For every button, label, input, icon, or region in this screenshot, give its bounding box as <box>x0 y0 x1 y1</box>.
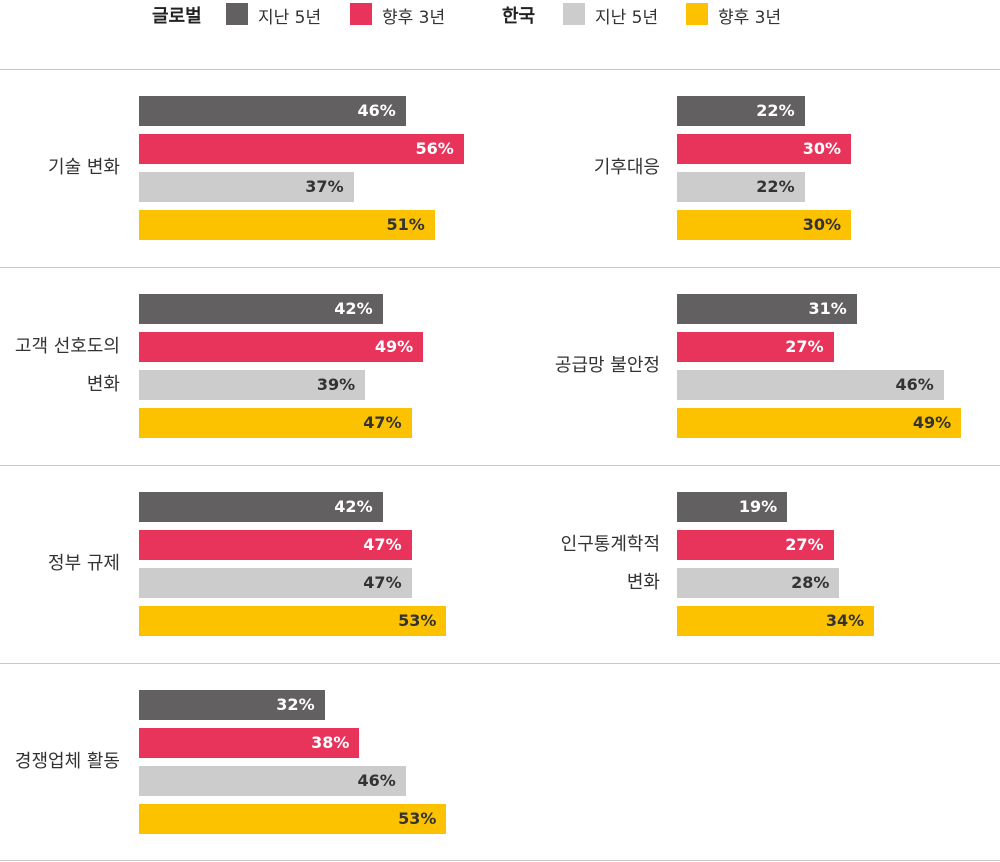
bar-value-label: 46% <box>357 101 396 120</box>
bar-value-label: 47% <box>363 573 402 592</box>
bar-value-label: 39% <box>316 375 356 394</box>
category-label: 기후대응 <box>400 149 660 187</box>
category-label-line: 인구통계학적 <box>560 534 660 555</box>
bar: 30% <box>677 134 851 164</box>
bar: 42% <box>139 294 383 324</box>
bar-value-label: 22% <box>756 177 795 196</box>
divider-line <box>0 267 1000 268</box>
bar-value-label: 27% <box>785 535 824 554</box>
bar-value-label: 31% <box>808 299 847 318</box>
bar: 53% <box>139 804 447 834</box>
bar: 49% <box>139 332 424 362</box>
bar: 46% <box>139 766 406 796</box>
legend-group-title: 글로벌 <box>152 6 202 27</box>
bar-value-label: 47% <box>363 535 402 554</box>
legend-group-title: 한국 <box>502 6 536 27</box>
category-label-line: 변화 <box>86 374 120 395</box>
legend-label: 향후 3년 <box>382 8 446 28</box>
bar: 30% <box>677 210 851 240</box>
bar: 47% <box>139 568 412 598</box>
bar-value-label: 32% <box>276 695 315 714</box>
bar: 28% <box>677 568 840 598</box>
chart-legend: 글로벌 지난 5년 향후 3년 한국 지난 5년 향후 3년 <box>0 0 1000 30</box>
bar: 39% <box>139 370 366 400</box>
bar-value-label: 30% <box>802 139 841 158</box>
legend-label: 지난 5년 <box>258 8 322 28</box>
legend-swatch <box>563 3 585 25</box>
bar: 42% <box>139 492 383 522</box>
bar: 22% <box>677 96 805 126</box>
bar-value-label: 46% <box>895 375 934 394</box>
bar: 31% <box>677 294 857 324</box>
category-label-line: 경쟁업체 활동 <box>14 751 120 772</box>
category-label-line: 기후대응 <box>593 157 660 178</box>
bar: 38% <box>139 728 360 758</box>
bar-value-label: 38% <box>311 733 350 752</box>
divider-line <box>0 69 1000 70</box>
bar-value-label: 53% <box>398 809 437 828</box>
bar-value-label: 42% <box>334 497 373 516</box>
category-label: 공급망 불안정 <box>400 347 660 385</box>
bar: 27% <box>677 530 834 560</box>
bar-value-label: 49% <box>912 413 952 432</box>
bar: 19% <box>677 492 788 522</box>
category-label: 경쟁업체 활동 <box>0 743 120 781</box>
bar: 56% <box>139 134 464 164</box>
category-label-line: 기술 변화 <box>48 157 120 178</box>
bar: 32% <box>139 690 325 720</box>
bar-value-label: 47% <box>363 413 402 432</box>
bar: 53% <box>139 606 447 636</box>
bar: 46% <box>139 96 406 126</box>
bar-value-label: 49% <box>374 337 414 356</box>
bar-value-label: 19% <box>738 497 778 516</box>
bar: 47% <box>139 408 412 438</box>
divider-line <box>0 860 1000 861</box>
category-label-line: 고객 선호도의 <box>14 336 120 357</box>
bar-value-label: 22% <box>756 101 795 120</box>
bar-value-label: 30% <box>802 215 841 234</box>
bar-value-label: 37% <box>305 177 344 196</box>
category-label: 정부 규제 <box>0 545 120 583</box>
legend-label: 향후 3년 <box>718 8 782 28</box>
bar: 49% <box>677 408 962 438</box>
category-label-line: 변화 <box>626 572 660 593</box>
bar: 51% <box>139 210 435 240</box>
category-label-line: 정부 규제 <box>48 553 120 574</box>
bar-value-label: 42% <box>334 299 373 318</box>
bar: 34% <box>677 606 875 636</box>
bar: 47% <box>139 530 412 560</box>
category-label: 기술 변화 <box>0 149 120 187</box>
bar: 46% <box>677 370 944 400</box>
bar-value-label: 46% <box>357 771 396 790</box>
legend-swatch <box>686 3 708 25</box>
bar-value-label: 28% <box>791 573 830 592</box>
legend-label: 지난 5년 <box>595 8 659 28</box>
bar: 37% <box>139 172 354 202</box>
bar: 27% <box>677 332 834 362</box>
bar-value-label: 53% <box>398 611 437 630</box>
bar: 22% <box>677 172 805 202</box>
bar-value-label: 27% <box>785 337 824 356</box>
bar-value-label: 34% <box>825 611 865 630</box>
category-label-line: 공급망 불안정 <box>554 355 660 376</box>
bar-value-label: 56% <box>415 139 454 158</box>
legend-swatch <box>226 3 248 25</box>
legend-swatch <box>350 3 372 25</box>
divider-line <box>0 465 1000 466</box>
bar-value-label: 51% <box>386 215 425 234</box>
divider-line <box>0 663 1000 664</box>
